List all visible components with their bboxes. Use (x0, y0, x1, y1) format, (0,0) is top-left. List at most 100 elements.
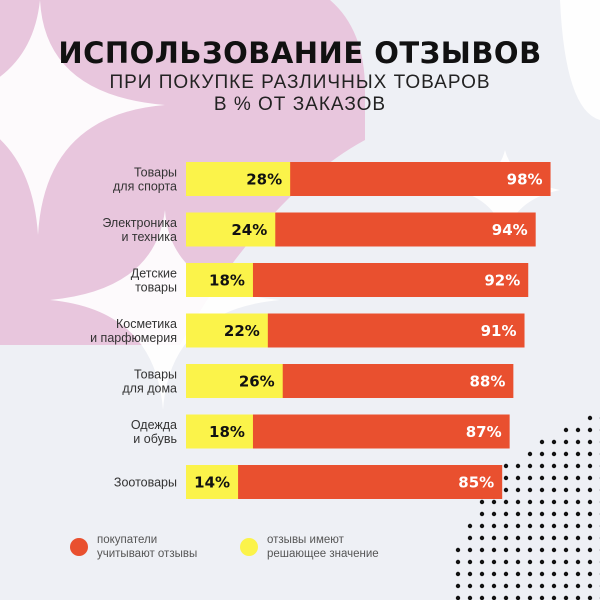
page-subtitle: ПРИ ПОКУПКЕ РАЗЛИЧНЫХ ТОВАРОВ (109, 72, 491, 93)
dot (539, 547, 545, 553)
bar-value-label-yellow: 18% (209, 423, 245, 441)
dot (515, 535, 521, 541)
dot (479, 595, 485, 600)
dot (515, 475, 521, 481)
category-label: Электроника и техника (102, 216, 177, 244)
dot (491, 535, 497, 541)
category-label: Товары для дома (122, 368, 177, 396)
bar-value-label-yellow: 22% (224, 322, 260, 340)
dot (575, 547, 581, 553)
dot (515, 463, 521, 469)
dot (527, 535, 533, 541)
dot (527, 583, 533, 589)
dot (587, 511, 593, 517)
dot (491, 583, 497, 589)
bar-value-label-red: 87% (466, 423, 502, 441)
bar-yellow (186, 313, 274, 348)
dot (503, 487, 509, 493)
star-decoration (0, 0, 165, 235)
category-label: Товары для спорта (113, 166, 177, 194)
dot (587, 523, 593, 529)
dot (503, 463, 509, 469)
dot (575, 499, 581, 505)
dot (587, 427, 593, 433)
dot (527, 499, 533, 505)
dot (467, 559, 473, 565)
bar-red (252, 414, 510, 449)
dot (539, 571, 545, 577)
page-subtitle-unit: В % ОТ ЗАКАЗОВ (213, 94, 387, 115)
bar-yellow (186, 263, 259, 297)
dot-pattern-decoration (455, 415, 600, 600)
dot (479, 559, 485, 565)
dot (575, 427, 581, 433)
bar-red (252, 263, 529, 297)
legend-yellow-dot-icon (240, 538, 258, 556)
bar-yellow (186, 162, 297, 196)
dot (587, 583, 593, 589)
bar-value-label-yellow: 14% (194, 474, 230, 492)
dot (527, 595, 533, 600)
dot (551, 583, 557, 589)
dot (551, 535, 557, 541)
dot (551, 511, 557, 517)
dot (467, 571, 473, 577)
dot (467, 535, 473, 541)
dot (551, 595, 557, 600)
dot (491, 511, 497, 517)
dot (587, 487, 593, 493)
dot (539, 523, 545, 529)
dot (587, 499, 593, 505)
bar-value-label-red: 91% (481, 322, 517, 340)
bar-value-label-red: 94% (492, 221, 528, 239)
bar-value-label-red: 98% (507, 171, 543, 189)
dot (587, 475, 593, 481)
dot (563, 535, 569, 541)
legend-yellow-label: отзывы имеют решающее значение (267, 534, 379, 560)
bar-yellow (186, 212, 282, 247)
legend-item-red: покупатели учитывают отзывы (70, 533, 197, 561)
dot (563, 499, 569, 505)
dot (551, 523, 557, 529)
bar-red (275, 212, 536, 247)
dot (551, 487, 557, 493)
dot (479, 535, 485, 541)
dot (563, 511, 569, 517)
category-label: Косметика и парфюмерия (90, 317, 177, 345)
dot (575, 511, 581, 517)
dot (503, 511, 509, 517)
dot (467, 595, 473, 600)
page-title: ИСПОЛЬЗОВАНИЕ ОТЗЫВОВ (58, 36, 542, 70)
dot (503, 547, 509, 553)
bar-red (290, 162, 551, 196)
dot (575, 559, 581, 565)
category-label: Одежда и обувь (131, 418, 177, 446)
dot (551, 451, 557, 457)
dot (539, 511, 545, 517)
dot (527, 487, 533, 493)
dot (479, 571, 485, 577)
bar-value-label-red: 85% (458, 474, 494, 492)
dot (503, 535, 509, 541)
dot (455, 559, 461, 565)
bar-value-label-yellow: 18% (209, 272, 245, 290)
dot (503, 571, 509, 577)
dot (527, 475, 533, 481)
dot (539, 559, 545, 565)
dot (467, 583, 473, 589)
dot (515, 499, 521, 505)
dot (503, 559, 509, 565)
dot (515, 583, 521, 589)
dot (563, 595, 569, 600)
dot (563, 451, 569, 457)
dot (551, 463, 557, 469)
dot (551, 439, 557, 445)
dot (563, 571, 569, 577)
dot (455, 547, 461, 553)
dot (587, 463, 593, 469)
dot (455, 595, 461, 600)
dot (527, 571, 533, 577)
dot (515, 571, 521, 577)
category-label: Зоотовары (114, 476, 177, 490)
